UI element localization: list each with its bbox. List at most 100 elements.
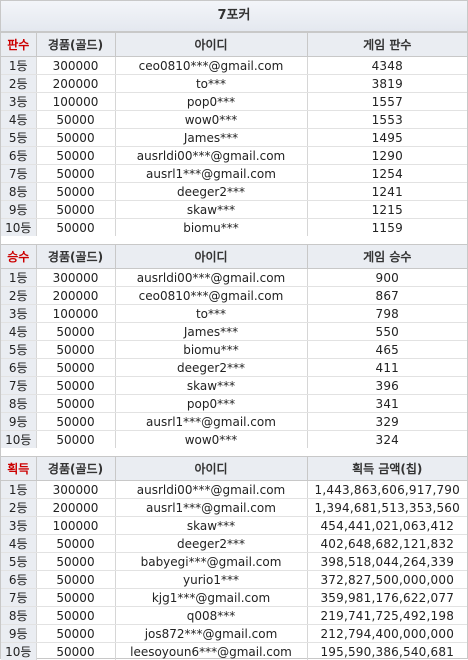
prize-cell: 200000 bbox=[36, 499, 115, 517]
rank-cell: 7등 bbox=[1, 377, 36, 395]
user-id-cell: skaw*** bbox=[115, 517, 307, 535]
user-id-cell: ausrldi00***@gmail.com bbox=[115, 481, 307, 499]
score-cell: 212,794,400,000,000 bbox=[307, 625, 467, 643]
rank-cell: 9등 bbox=[1, 413, 36, 431]
prize-cell: 50000 bbox=[36, 111, 115, 129]
user-id-cell: q008*** bbox=[115, 607, 307, 625]
rank-cell: 10등 bbox=[1, 219, 36, 237]
score-cell: 900 bbox=[307, 269, 467, 287]
rank-cell: 2등 bbox=[1, 287, 36, 305]
prize-cell: 100000 bbox=[36, 305, 115, 323]
prize-cell: 50000 bbox=[36, 219, 115, 237]
score-cell: 324 bbox=[307, 431, 467, 449]
prize-cell: 50000 bbox=[36, 431, 115, 449]
prize-cell: 200000 bbox=[36, 75, 115, 93]
rank-cell: 3등 bbox=[1, 517, 36, 535]
rank-cell: 9등 bbox=[1, 201, 36, 219]
score-cell: 1557 bbox=[307, 93, 467, 111]
user-id-cell: pop0*** bbox=[115, 93, 307, 111]
user-id-cell: wow0*** bbox=[115, 111, 307, 129]
user-id-cell: biomu*** bbox=[115, 341, 307, 359]
user-id-cell: ausrldi00***@gmail.com bbox=[115, 147, 307, 165]
score-cell: 372,827,500,000,000 bbox=[307, 571, 467, 589]
prize-cell: 50000 bbox=[36, 323, 115, 341]
prize-cell: 50000 bbox=[36, 377, 115, 395]
rank-cell: 6등 bbox=[1, 359, 36, 377]
score-cell: 396 bbox=[307, 377, 467, 395]
user-id-cell: skaw*** bbox=[115, 201, 307, 219]
user-id-cell: skaw*** bbox=[115, 377, 307, 395]
score-cell: 550 bbox=[307, 323, 467, 341]
user-id-cell: deeger2*** bbox=[115, 183, 307, 201]
prize-cell: 50000 bbox=[36, 589, 115, 607]
user-id-cell: pop0*** bbox=[115, 395, 307, 413]
rank-cell: 2등 bbox=[1, 75, 36, 93]
rank-cell: 3등 bbox=[1, 93, 36, 111]
score-cell: 3819 bbox=[307, 75, 467, 93]
user-id-cell: yurio1*** bbox=[115, 571, 307, 589]
rank-cell: 8등 bbox=[1, 395, 36, 413]
score-cell: 359,981,176,622,077 bbox=[307, 589, 467, 607]
category-header: 승수 bbox=[1, 245, 36, 269]
user-id-cell: ausrl1***@gmail.com bbox=[115, 499, 307, 517]
score-header: 획득 금액(칩) bbox=[307, 457, 467, 481]
prize-cell: 50000 bbox=[36, 165, 115, 183]
prize-cell: 50000 bbox=[36, 359, 115, 377]
user-id-cell: babyegi***@gmail.com bbox=[115, 553, 307, 571]
prize-cell: 50000 bbox=[36, 183, 115, 201]
user-id-cell: deeger2*** bbox=[115, 535, 307, 553]
score-header: 게임 승수 bbox=[307, 245, 467, 269]
rank-cell: 4등 bbox=[1, 111, 36, 129]
rank-cell: 2등 bbox=[1, 499, 36, 517]
user-id-cell: kjg1***@gmail.com bbox=[115, 589, 307, 607]
user-id-cell: ceo0810***@gmail.com bbox=[115, 57, 307, 75]
user-id-cell: ceo0810***@gmail.com bbox=[115, 287, 307, 305]
rank-cell: 8등 bbox=[1, 183, 36, 201]
prize-cell: 50000 bbox=[36, 625, 115, 643]
score-header: 게임 판수 bbox=[307, 33, 467, 57]
rank-cell: 10등 bbox=[1, 431, 36, 449]
rank-cell: 5등 bbox=[1, 341, 36, 359]
prize-cell: 100000 bbox=[36, 93, 115, 111]
prize-cell: 50000 bbox=[36, 201, 115, 219]
rank-cell: 4등 bbox=[1, 535, 36, 553]
prize-cell: 50000 bbox=[36, 129, 115, 147]
prize-cell: 200000 bbox=[36, 287, 115, 305]
rank-cell: 1등 bbox=[1, 481, 36, 499]
user-id-cell: James*** bbox=[115, 323, 307, 341]
prize-cell: 50000 bbox=[36, 147, 115, 165]
score-cell: 1553 bbox=[307, 111, 467, 129]
rank-cell: 9등 bbox=[1, 625, 36, 643]
score-cell: 329 bbox=[307, 413, 467, 431]
rank-cell: 5등 bbox=[1, 553, 36, 571]
score-cell: 1254 bbox=[307, 165, 467, 183]
prize-header: 경품(골드) bbox=[36, 457, 115, 481]
user-id-cell: biomu*** bbox=[115, 219, 307, 237]
